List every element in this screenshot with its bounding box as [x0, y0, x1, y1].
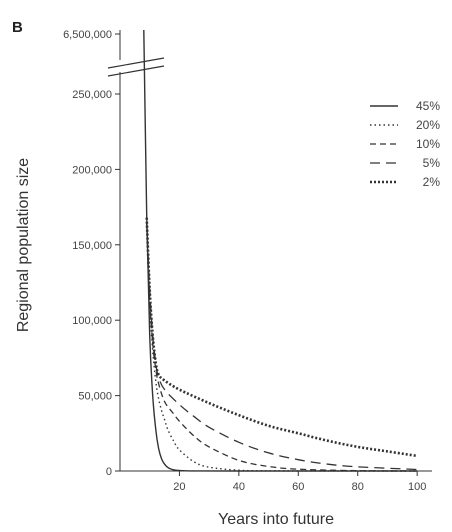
axis-break-mark [107, 65, 165, 77]
y-tick-label: 6,500,000 [63, 29, 112, 41]
y-axis-title: Regional population size [15, 158, 32, 332]
series-line-45pct [143, 29, 418, 472]
axes: 6,500,000 0 50,000 100,000 150,000 200,000 250… [63, 29, 432, 493]
legend-label: 5% [423, 156, 441, 170]
series-line-20pct [146, 222, 418, 472]
x-tick-label: 40 [233, 481, 245, 493]
legend-label: 20% [416, 118, 440, 132]
legend: 45% 20% 10% 5% 2% [370, 99, 440, 189]
y-tick-label: 200,000 [72, 164, 112, 176]
series-line-10pct [146, 222, 418, 472]
y-tick-label: 50,000 [78, 391, 112, 403]
x-tick-label: 100 [408, 481, 426, 493]
x-tick-label: 80 [352, 481, 364, 493]
series-line-5pct [146, 222, 418, 471]
axis-break-mark [107, 57, 165, 69]
y-tick-label: 150,000 [72, 240, 112, 252]
legend-label: 10% [416, 137, 440, 151]
x-tick-label: 20 [173, 481, 185, 493]
panel-label: B [12, 19, 23, 36]
y-tick-label: 100,000 [72, 315, 112, 327]
y-tick-label: 250,000 [72, 89, 112, 101]
legend-label: 2% [423, 175, 441, 189]
y-tick-label: 0 [106, 466, 112, 478]
legend-label: 45% [416, 99, 440, 113]
plot-area [143, 29, 418, 472]
x-axis-title: Years into future [218, 511, 334, 528]
x-tick-label: 60 [292, 481, 304, 493]
series-line-2pct [145, 217, 418, 458]
